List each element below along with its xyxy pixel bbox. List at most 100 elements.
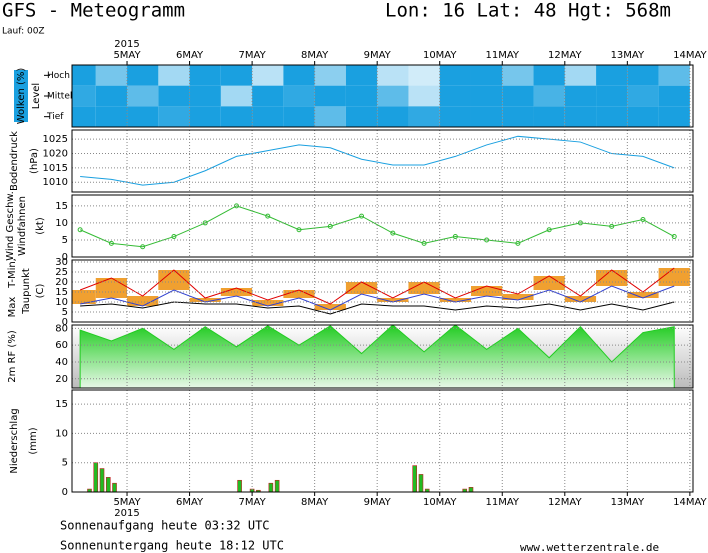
temp-range [189,298,221,302]
cloud-cell [470,106,503,127]
cloud-cell [408,65,440,86]
cloud-cell [658,85,690,107]
cloud-cell [158,85,190,107]
cloud-cell [658,106,690,127]
axis-unit: (hPa) [29,148,40,174]
cloud-label-box [14,70,28,122]
legend-label: Taupunkt [21,268,32,315]
temp-range [95,278,128,298]
location: Lon: 16 Lat: 48 Hgt: 568m [385,0,671,22]
x-tick-label: 13MAY [611,50,645,61]
cloud-cell [502,106,534,127]
level-title: Level [31,83,42,109]
precip-bar [99,468,105,493]
point [421,240,427,246]
run: Lauf: 00Z [2,27,45,37]
cloud-cell [220,106,253,127]
temp-range [252,300,284,306]
x-tick-label: 8MAY [301,497,329,508]
y-tick-label: 10 [55,218,68,229]
axis-unit: (C) [35,284,46,299]
year-label: 2015 [114,508,139,519]
y-tick-label: 15 [55,287,68,298]
precip-bar [468,487,474,493]
precip-bar [93,462,99,493]
y-tick-label: 0 [62,487,68,498]
cloud-cell [189,106,221,127]
cloud-cell [95,85,128,107]
cloud-cell [72,85,96,107]
y-tick-label: 25 [55,267,68,278]
x-tick-label: 11MAY [485,50,519,61]
point [359,213,365,219]
cloud-cell [252,106,284,127]
cloud-cell [95,106,128,127]
point [108,240,114,246]
temp-range [377,298,409,302]
cloud-cell [158,106,190,127]
sunset: Sonnenuntergang heute 18:12 UTC [60,539,284,553]
level-label: Mittel [47,92,72,102]
cloud-cell [596,106,628,127]
sunrise: Sonnenaufgang heute 03:32 UTC [60,519,270,533]
temp-range [220,288,253,296]
y-tick-label: 5 [62,307,68,318]
cloud-cell [283,85,315,107]
point [77,227,83,233]
axis-label: Windfahnen [17,196,28,256]
title: GFS - Meteogramm [2,0,185,22]
point [390,230,396,236]
point [265,213,271,219]
cloud-cell [502,65,534,86]
cloud-cell [627,65,659,86]
temp-range [627,292,659,298]
y-tick-label: 5 [62,235,68,246]
humidity-area [79,324,675,389]
y-tick-label: 30 [55,257,68,268]
cloud-cell [314,85,346,107]
point [671,234,677,240]
cloud-cell [345,106,378,127]
x-tick-label: 10MAY [423,497,457,508]
precip-bar [237,479,242,493]
precip-bar [412,465,418,493]
panel-frame [71,389,694,493]
cloud-cell [345,65,378,86]
axis-label: Wolken (%) [16,68,27,125]
cloud-cell [283,65,315,86]
precip-bar [274,479,280,493]
precip-bar [105,477,111,493]
y-tick-label: 80 [55,323,68,334]
temp-range [283,290,315,298]
point [515,240,521,246]
cloud-cell [252,65,284,86]
point [640,217,646,223]
point [296,227,302,233]
cloud-cell [314,65,346,86]
level-label: Hoch [47,71,70,81]
temp-range [408,282,440,294]
x-tick-label: 6MAY [176,497,204,508]
cloud-cell [127,106,159,127]
x-tick-label: 12MAY [548,50,582,61]
cloud-cell [564,65,597,86]
y-tick-label: 1010 [43,177,68,188]
cloud-cell [627,106,659,127]
y-tick-label: 10 [55,428,68,439]
temp-range [502,294,534,300]
cloud-cell [127,65,159,86]
precip-bar [112,482,117,493]
cloud-cell [408,106,440,127]
series-line [79,205,675,248]
level-label: Tief [46,112,64,122]
cloud-cell [72,106,96,127]
point [140,244,146,250]
y-tick-label: 60 [55,340,68,351]
y-tick-label: 20 [55,374,68,385]
cloud-cell [345,85,378,107]
cloud-cell [533,85,565,107]
cloud-cell [127,85,159,107]
legend-label: Wind Geschw. [5,191,16,261]
cloud-cell [470,65,503,86]
point [327,223,333,229]
